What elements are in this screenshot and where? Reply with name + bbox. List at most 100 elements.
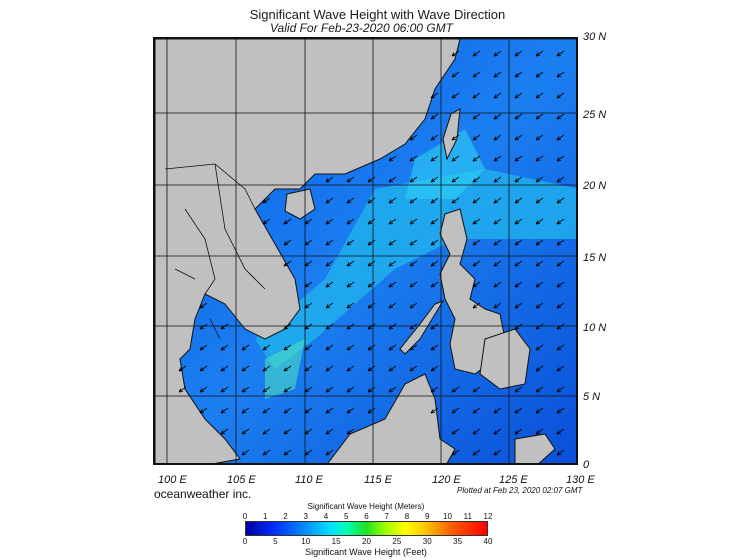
land-taiwan	[442, 108, 461, 161]
wave-arrow	[283, 239, 292, 246]
wave-arrow	[409, 344, 418, 351]
wave-arrow	[388, 386, 397, 393]
legend-meter-tick: 2	[283, 512, 288, 521]
wave-arrow	[409, 134, 418, 141]
wave-arrow	[493, 71, 502, 78]
wave-arrow	[283, 344, 292, 351]
wave-arrow	[514, 428, 523, 435]
wave-arrow	[535, 50, 544, 57]
wave-arrow	[556, 218, 565, 225]
wave-arrow	[325, 260, 334, 267]
wave-arrow	[556, 50, 565, 57]
wave-arrow	[430, 323, 439, 330]
wave-arrow	[556, 71, 565, 78]
wave-arrow	[535, 428, 544, 435]
wave-arrow	[325, 239, 334, 246]
wave-arrow	[262, 197, 271, 204]
wave-arrow	[262, 428, 271, 435]
wave-arrow	[472, 407, 481, 414]
wave-arrow	[514, 50, 523, 57]
wave-arrow	[535, 344, 544, 351]
lat-label-30n: 30 N	[583, 31, 607, 43]
wave-arrow	[346, 176, 355, 183]
wave-arrow	[472, 239, 481, 246]
wave-arrow	[409, 323, 418, 330]
wave-arrow	[199, 407, 208, 414]
wave-arrow	[325, 449, 334, 456]
wave-arrow	[514, 197, 523, 204]
wave-arrow	[241, 449, 250, 456]
wave-arrow	[325, 323, 334, 330]
lat-label-20n: 20 N	[583, 180, 607, 192]
wave-arrow	[514, 218, 523, 225]
wave-arrow	[430, 365, 439, 372]
brand-label: oceanweather inc.	[154, 487, 252, 501]
lat-label-25n: 25 N	[583, 109, 607, 121]
wave-arrow	[367, 407, 376, 414]
wave-arrow	[514, 239, 523, 246]
wave-arrow	[430, 155, 439, 162]
wave-arrow	[409, 218, 418, 225]
wave-arrow	[388, 260, 397, 267]
wave-arrow	[514, 155, 523, 162]
wave-arrow	[388, 365, 397, 372]
wave-arrow	[535, 134, 544, 141]
wave-arrow	[514, 302, 523, 309]
legend-meter-tick: 10	[443, 512, 452, 521]
wave-arrow	[493, 260, 502, 267]
wave-arrow	[325, 344, 334, 351]
wave-arrow	[535, 176, 544, 183]
wave-arrow	[451, 386, 460, 393]
wave-arrow	[472, 218, 481, 225]
wave-arrow	[451, 428, 460, 435]
lat-label-15n: 15 N	[583, 252, 607, 264]
wave-arrow	[304, 449, 313, 456]
wave-arrow	[325, 302, 334, 309]
wave-arrow	[472, 197, 481, 204]
wave-arrow	[430, 239, 439, 246]
wave-arrow	[367, 197, 376, 204]
legend-meter-tick: 6	[364, 512, 369, 521]
wave-arrow	[514, 407, 523, 414]
wave-arrow	[346, 239, 355, 246]
wave-arrow	[325, 218, 334, 225]
lon-label-125e: 125 E	[499, 474, 528, 486]
wave-arrow	[430, 176, 439, 183]
wave-arrow	[535, 281, 544, 288]
wave-arrow	[556, 155, 565, 162]
wave-arrow	[535, 302, 544, 309]
legend-feet-tick: 40	[483, 537, 493, 546]
wave-arrow	[430, 407, 439, 414]
wave-arrow	[556, 365, 565, 372]
lon-label-105e: 105 E	[227, 474, 256, 486]
wave-arrow	[199, 344, 208, 351]
wave-arrow	[241, 407, 250, 414]
land-asia	[155, 39, 461, 463]
legend-meter-tick: 7	[384, 512, 389, 521]
wave-arrow	[556, 407, 565, 414]
wave-arrow	[199, 323, 208, 330]
wave-arrow	[388, 239, 397, 246]
wave-arrow	[472, 281, 481, 288]
wave-arrow	[388, 344, 397, 351]
wave-arrow	[451, 134, 460, 141]
wave-arrow	[514, 71, 523, 78]
wave-arrow	[262, 365, 271, 372]
wave-arrow	[409, 197, 418, 204]
wave-arrow	[514, 113, 523, 120]
wave-arrow	[556, 386, 565, 393]
wave-arrow	[556, 344, 565, 351]
wave-arrow	[451, 50, 460, 57]
wave-arrow	[451, 155, 460, 162]
wave-arrow	[493, 281, 502, 288]
land-sulawesi	[514, 433, 556, 463]
wave-arrow	[367, 344, 376, 351]
wave-arrow	[430, 281, 439, 288]
wave-arrow	[556, 428, 565, 435]
wave-arrow	[514, 281, 523, 288]
wave-arrow	[451, 92, 460, 99]
wave-arrow	[178, 386, 187, 393]
wave-arrow	[472, 92, 481, 99]
wave-arrow	[556, 113, 565, 120]
wave-arrow	[472, 113, 481, 120]
